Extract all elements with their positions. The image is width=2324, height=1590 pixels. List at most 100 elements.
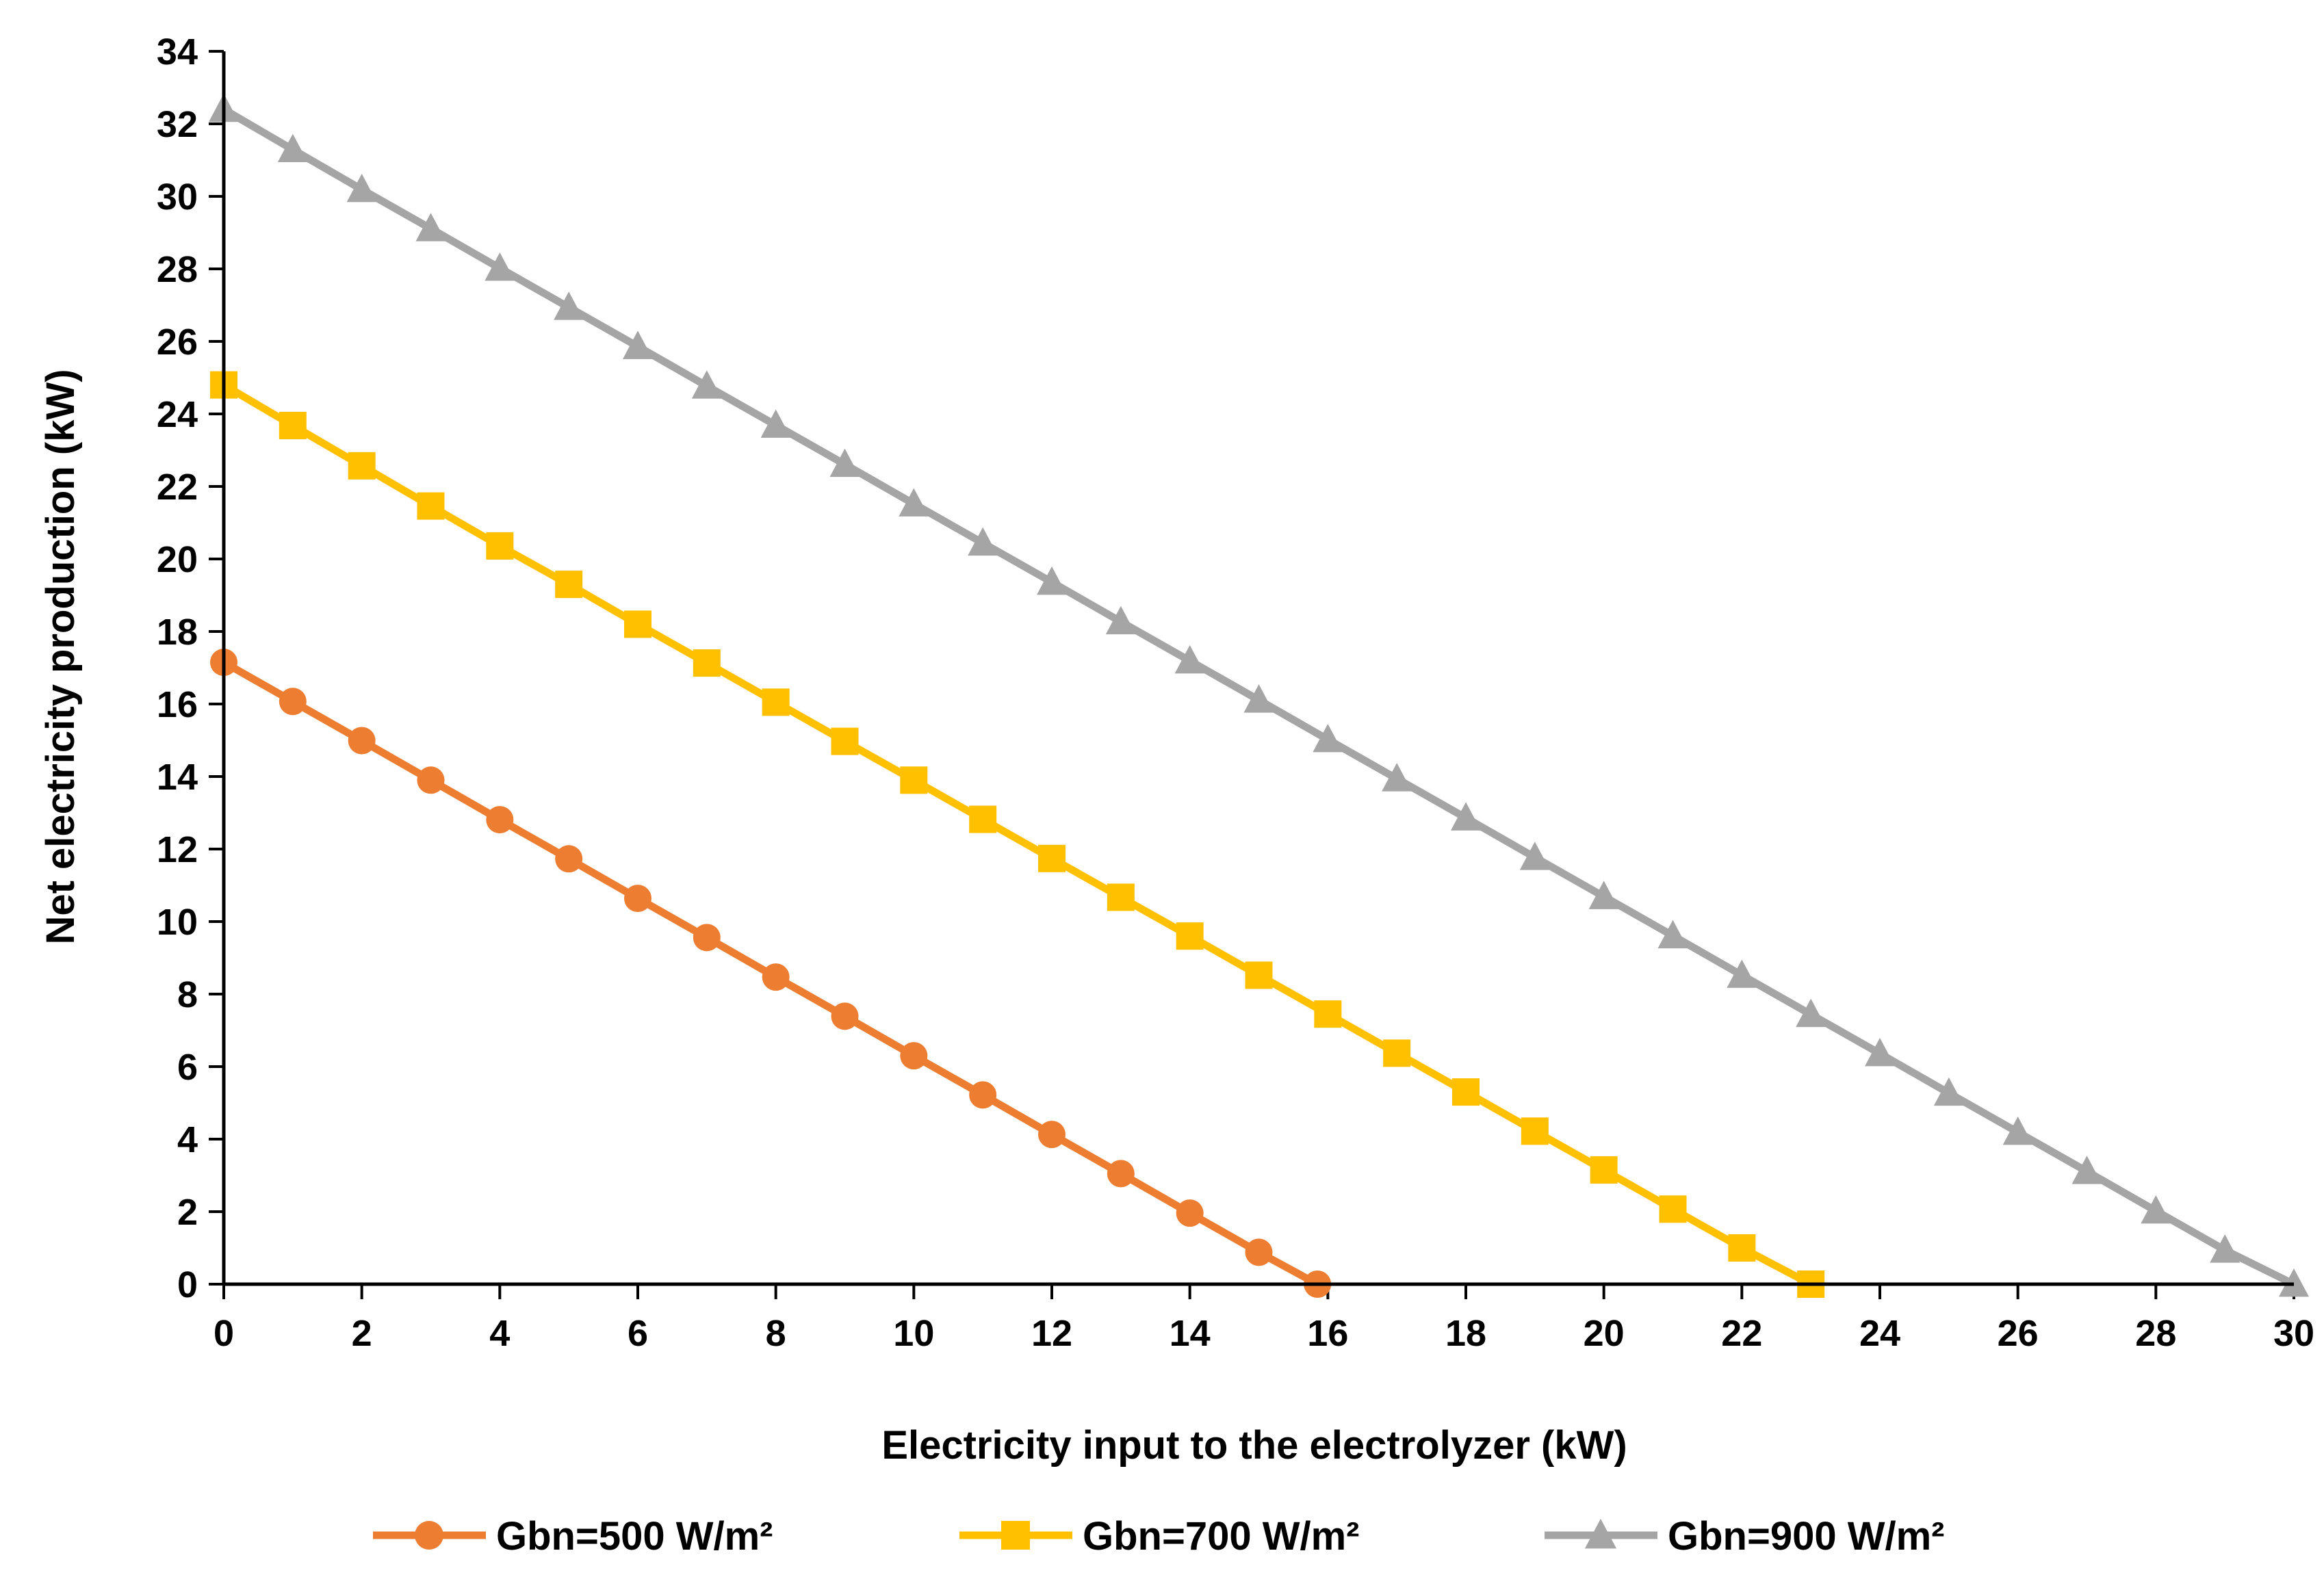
data-point	[1314, 1000, 1342, 1028]
y-tick-label: 26	[157, 322, 198, 363]
data-point	[1727, 959, 1757, 988]
data-point	[624, 610, 651, 638]
data-point	[1521, 1117, 1549, 1145]
data-point	[900, 766, 928, 794]
data-point	[279, 688, 307, 716]
data-point	[555, 571, 583, 599]
data-point	[2071, 1156, 2102, 1184]
legend-label: Gbn=500 W/m²	[496, 1514, 773, 1559]
legend-item-2: Gbn=700 W/m²	[959, 1514, 1359, 1559]
data-point	[1383, 1039, 1411, 1067]
data-point	[831, 1002, 859, 1030]
y-tick-label: 28	[157, 249, 198, 290]
legend-marker	[415, 1521, 443, 1550]
legend: Gbn=500 W/m² Gbn=700 W/m² Gbn=900 W/m²	[373, 1514, 1944, 1559]
data-point	[2002, 1116, 2033, 1145]
y-axis-title: Net electricity production (kW)	[38, 369, 83, 944]
data-point	[1038, 844, 1066, 872]
y-tick-label: 6	[177, 1047, 198, 1088]
series-line	[222, 381, 1813, 1288]
data-point	[693, 649, 721, 677]
y-tick-label: 34	[157, 31, 198, 73]
data-point	[1933, 1077, 1964, 1106]
x-tick-label: 26	[1998, 1313, 2039, 1354]
data-point	[1243, 684, 1274, 713]
data-point	[1313, 723, 1343, 753]
data-point	[1452, 1078, 1480, 1106]
x-tick-label: 24	[1859, 1313, 1900, 1354]
legend-marker	[1584, 1518, 1617, 1549]
x-tick-label: 14	[1170, 1313, 1211, 1354]
x-tick-label: 28	[2135, 1313, 2176, 1354]
x-tick-label: 20	[1584, 1313, 1625, 1354]
data-point	[1659, 1195, 1687, 1223]
data-point	[1382, 763, 1412, 792]
y-tick-label: 14	[157, 757, 198, 798]
data-point	[1590, 1156, 1618, 1184]
y-tick-label: 8	[177, 974, 198, 1015]
data-point	[1107, 1160, 1135, 1188]
legend-label: Gbn=700 W/m²	[1083, 1514, 1359, 1559]
x-tick-label: 0	[214, 1313, 234, 1354]
data-point	[1038, 1121, 1066, 1149]
x-tick-label: 12	[1031, 1313, 1072, 1354]
data-point	[348, 452, 376, 480]
data-point	[555, 845, 583, 873]
data-point	[693, 924, 721, 952]
data-point	[415, 213, 446, 242]
x-axis-title: Electricity input to the electrolyzer (k…	[881, 1423, 1627, 1468]
legend-item-1: Gbn=500 W/m²	[373, 1514, 773, 1559]
data-point	[1176, 1199, 1204, 1227]
data-point	[1174, 644, 1205, 674]
y-tick-label: 24	[157, 394, 198, 435]
x-tick-label: 10	[893, 1313, 934, 1354]
data-point	[2210, 1234, 2241, 1263]
series-layer	[209, 93, 2309, 1298]
y-tick-label: 20	[157, 539, 198, 580]
x-tick-label: 30	[2273, 1313, 2314, 1354]
data-point	[346, 173, 377, 203]
data-point	[1588, 881, 1619, 909]
y-tick-label: 12	[157, 829, 198, 870]
legend-marker	[1001, 1521, 1030, 1550]
x-tick-label: 18	[1445, 1313, 1486, 1354]
data-point	[1519, 842, 1550, 870]
y-tick-label: 0	[177, 1264, 198, 1305]
y-tick-label: 16	[157, 684, 198, 725]
axes	[222, 51, 2294, 1286]
legend-label: Gbn=900 W/m²	[1668, 1514, 1944, 1559]
data-point	[417, 766, 445, 794]
data-point	[1107, 883, 1135, 911]
data-point	[1865, 1037, 1895, 1067]
data-point	[899, 488, 929, 517]
series-3	[209, 93, 2309, 1297]
data-point	[623, 330, 653, 359]
y-tick-label: 22	[157, 467, 198, 508]
data-point	[485, 252, 515, 281]
legend-item-3: Gbn=900 W/m²	[1545, 1514, 1944, 1559]
data-point	[1176, 922, 1204, 950]
data-point	[2141, 1195, 2171, 1224]
data-point	[1245, 961, 1273, 989]
data-point	[968, 527, 998, 556]
data-point	[900, 1042, 928, 1070]
y-tick-label: 30	[157, 177, 198, 218]
series-2	[210, 371, 1825, 1298]
x-tick-label: 6	[628, 1313, 648, 1354]
data-point	[762, 963, 790, 991]
y-tick-label: 18	[157, 612, 198, 653]
x-axis-ticks: 0 2 4 6 8 10 12 14 16 18 20 22 24 26 28 30	[214, 1284, 2314, 1354]
x-tick-label: 22	[1721, 1313, 1762, 1354]
data-point	[486, 532, 514, 560]
data-point	[969, 1081, 997, 1109]
y-tick-label: 2	[177, 1192, 198, 1233]
data-point	[1796, 998, 1826, 1028]
x-tick-label: 4	[489, 1313, 510, 1354]
y-tick-label: 32	[157, 104, 198, 145]
series-1	[210, 649, 1332, 1298]
y-tick-label: 10	[157, 902, 198, 943]
data-point	[1245, 1238, 1273, 1266]
x-tick-label: 16	[1307, 1313, 1348, 1354]
